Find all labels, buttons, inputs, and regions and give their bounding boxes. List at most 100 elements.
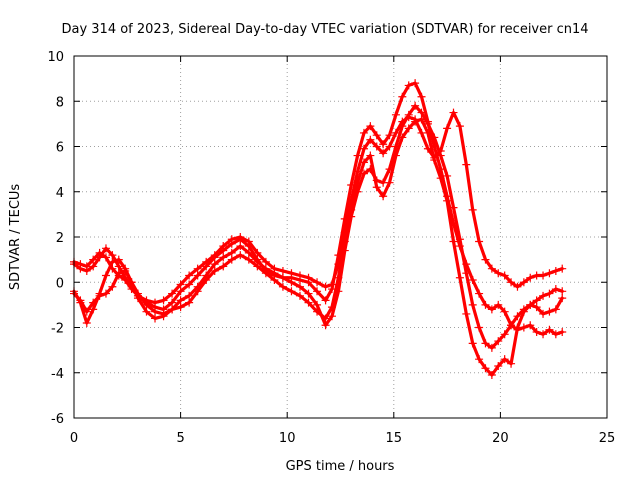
data-point (507, 359, 516, 368)
data-point (227, 235, 236, 244)
data-point (176, 280, 185, 289)
data-point (487, 264, 496, 273)
data-point (176, 303, 185, 312)
data-point (313, 278, 322, 287)
data-point (545, 307, 554, 316)
data-point (353, 167, 362, 176)
data-point (334, 260, 343, 269)
data-point (359, 128, 368, 137)
data-point (545, 269, 554, 278)
data-point (261, 257, 270, 266)
data-point (487, 343, 496, 352)
data-point (304, 289, 313, 298)
data-point (468, 205, 477, 214)
data-point (545, 289, 554, 298)
data-point (101, 271, 110, 280)
data-point (398, 117, 407, 126)
data-point (487, 371, 496, 380)
data-point (359, 144, 368, 153)
data-point (558, 294, 567, 303)
data-point (340, 228, 349, 237)
data-point (287, 269, 296, 278)
data-point (108, 251, 117, 260)
data-point (481, 300, 490, 309)
data-point (455, 122, 464, 131)
data-point (253, 257, 262, 266)
data-point (417, 108, 426, 117)
data-point (443, 171, 452, 180)
data-point (142, 296, 151, 305)
data-point (185, 280, 194, 289)
data-point (391, 128, 400, 137)
data-point (321, 321, 330, 330)
y-tick-label: 8 (56, 95, 64, 110)
data-point (430, 133, 439, 142)
data-point (244, 237, 253, 246)
data-point (244, 248, 253, 257)
data-point (423, 144, 432, 153)
data-point (236, 233, 245, 241)
data-point (295, 291, 304, 300)
data-point (295, 282, 304, 291)
data-point (366, 151, 375, 160)
data-point (202, 257, 211, 266)
y-tick-label: 6 (56, 141, 64, 156)
data-point (353, 151, 362, 160)
x-tick-label: 25 (599, 431, 616, 446)
data-point (532, 296, 541, 305)
data-point (449, 108, 458, 117)
data-point (545, 325, 554, 334)
data-point (347, 196, 356, 205)
data-point (494, 361, 503, 370)
data-point (372, 176, 381, 185)
x-tick-label: 15 (386, 431, 403, 446)
x-tick-label: 20 (492, 431, 509, 446)
series-line (72, 81, 564, 336)
data-point (513, 312, 522, 321)
data-point (304, 298, 313, 307)
data-point (127, 282, 136, 291)
data-point (468, 275, 477, 284)
data-point (539, 330, 548, 339)
data-point (404, 124, 413, 133)
data-point (372, 183, 381, 192)
data-point (244, 255, 253, 264)
data-point (462, 269, 471, 278)
data-point (159, 296, 168, 305)
data-point (219, 262, 228, 271)
data-point (391, 110, 400, 119)
data-point (210, 260, 219, 269)
data-point (500, 355, 509, 364)
data-point (304, 273, 313, 282)
data-point (210, 251, 219, 260)
data-point (176, 296, 185, 305)
data-point (455, 235, 464, 244)
data-point (185, 291, 194, 300)
data-point (287, 278, 296, 287)
data-point (89, 305, 98, 314)
data-point (513, 323, 522, 332)
data-point (151, 298, 160, 307)
data-point (449, 203, 458, 212)
data-point (443, 124, 452, 133)
data-point (385, 131, 394, 140)
data-point (151, 314, 160, 323)
data-point (82, 318, 91, 327)
data-point (532, 303, 541, 312)
data-point (475, 355, 484, 364)
data-point (385, 142, 394, 151)
series-line (72, 111, 564, 305)
data-point (558, 328, 567, 337)
data-point (475, 323, 484, 332)
data-point (321, 282, 330, 291)
data-point (411, 115, 420, 124)
data-point (278, 273, 287, 282)
data-point (334, 287, 343, 296)
data-point (176, 287, 185, 296)
data-point (513, 282, 522, 291)
data-point (385, 165, 394, 174)
y-tick-label: 2 (56, 231, 64, 246)
data-point (270, 275, 279, 284)
